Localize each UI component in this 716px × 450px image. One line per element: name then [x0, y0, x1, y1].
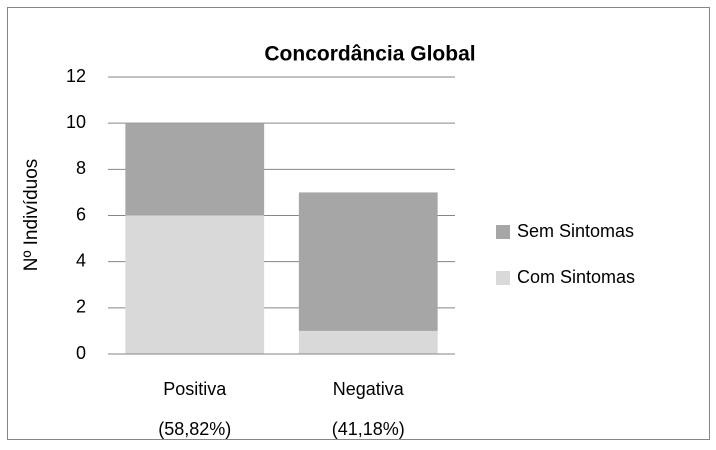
chart-title: Concordância Global — [264, 43, 475, 66]
bar-segment — [298, 192, 438, 331]
y-tick-label: 6 — [76, 204, 86, 224]
y-tick-label: 0 — [76, 343, 86, 363]
legend-label: Com Sintomas — [517, 267, 635, 287]
legend-swatch — [496, 271, 510, 285]
y-axis-label: Nº Indivíduos — [21, 159, 42, 272]
bar-segment — [125, 123, 265, 216]
y-tick-label: 10 — [66, 112, 86, 132]
y-tick-label: 12 — [66, 66, 86, 86]
x-tick-label: Negativa — [333, 379, 405, 399]
legend-swatch — [496, 225, 510, 239]
bar-segment — [125, 215, 265, 354]
x-tick-label: (58,82%) — [158, 419, 231, 439]
y-tick-label: 8 — [76, 158, 86, 178]
x-tick-label: Positiva — [163, 379, 227, 399]
y-tick-label: 2 — [76, 297, 86, 317]
bar-segment — [298, 330, 438, 354]
legend-label: Sem Sintomas — [517, 221, 634, 241]
x-tick-label: (41,18%) — [332, 419, 405, 439]
y-tick-label: 4 — [76, 250, 86, 270]
